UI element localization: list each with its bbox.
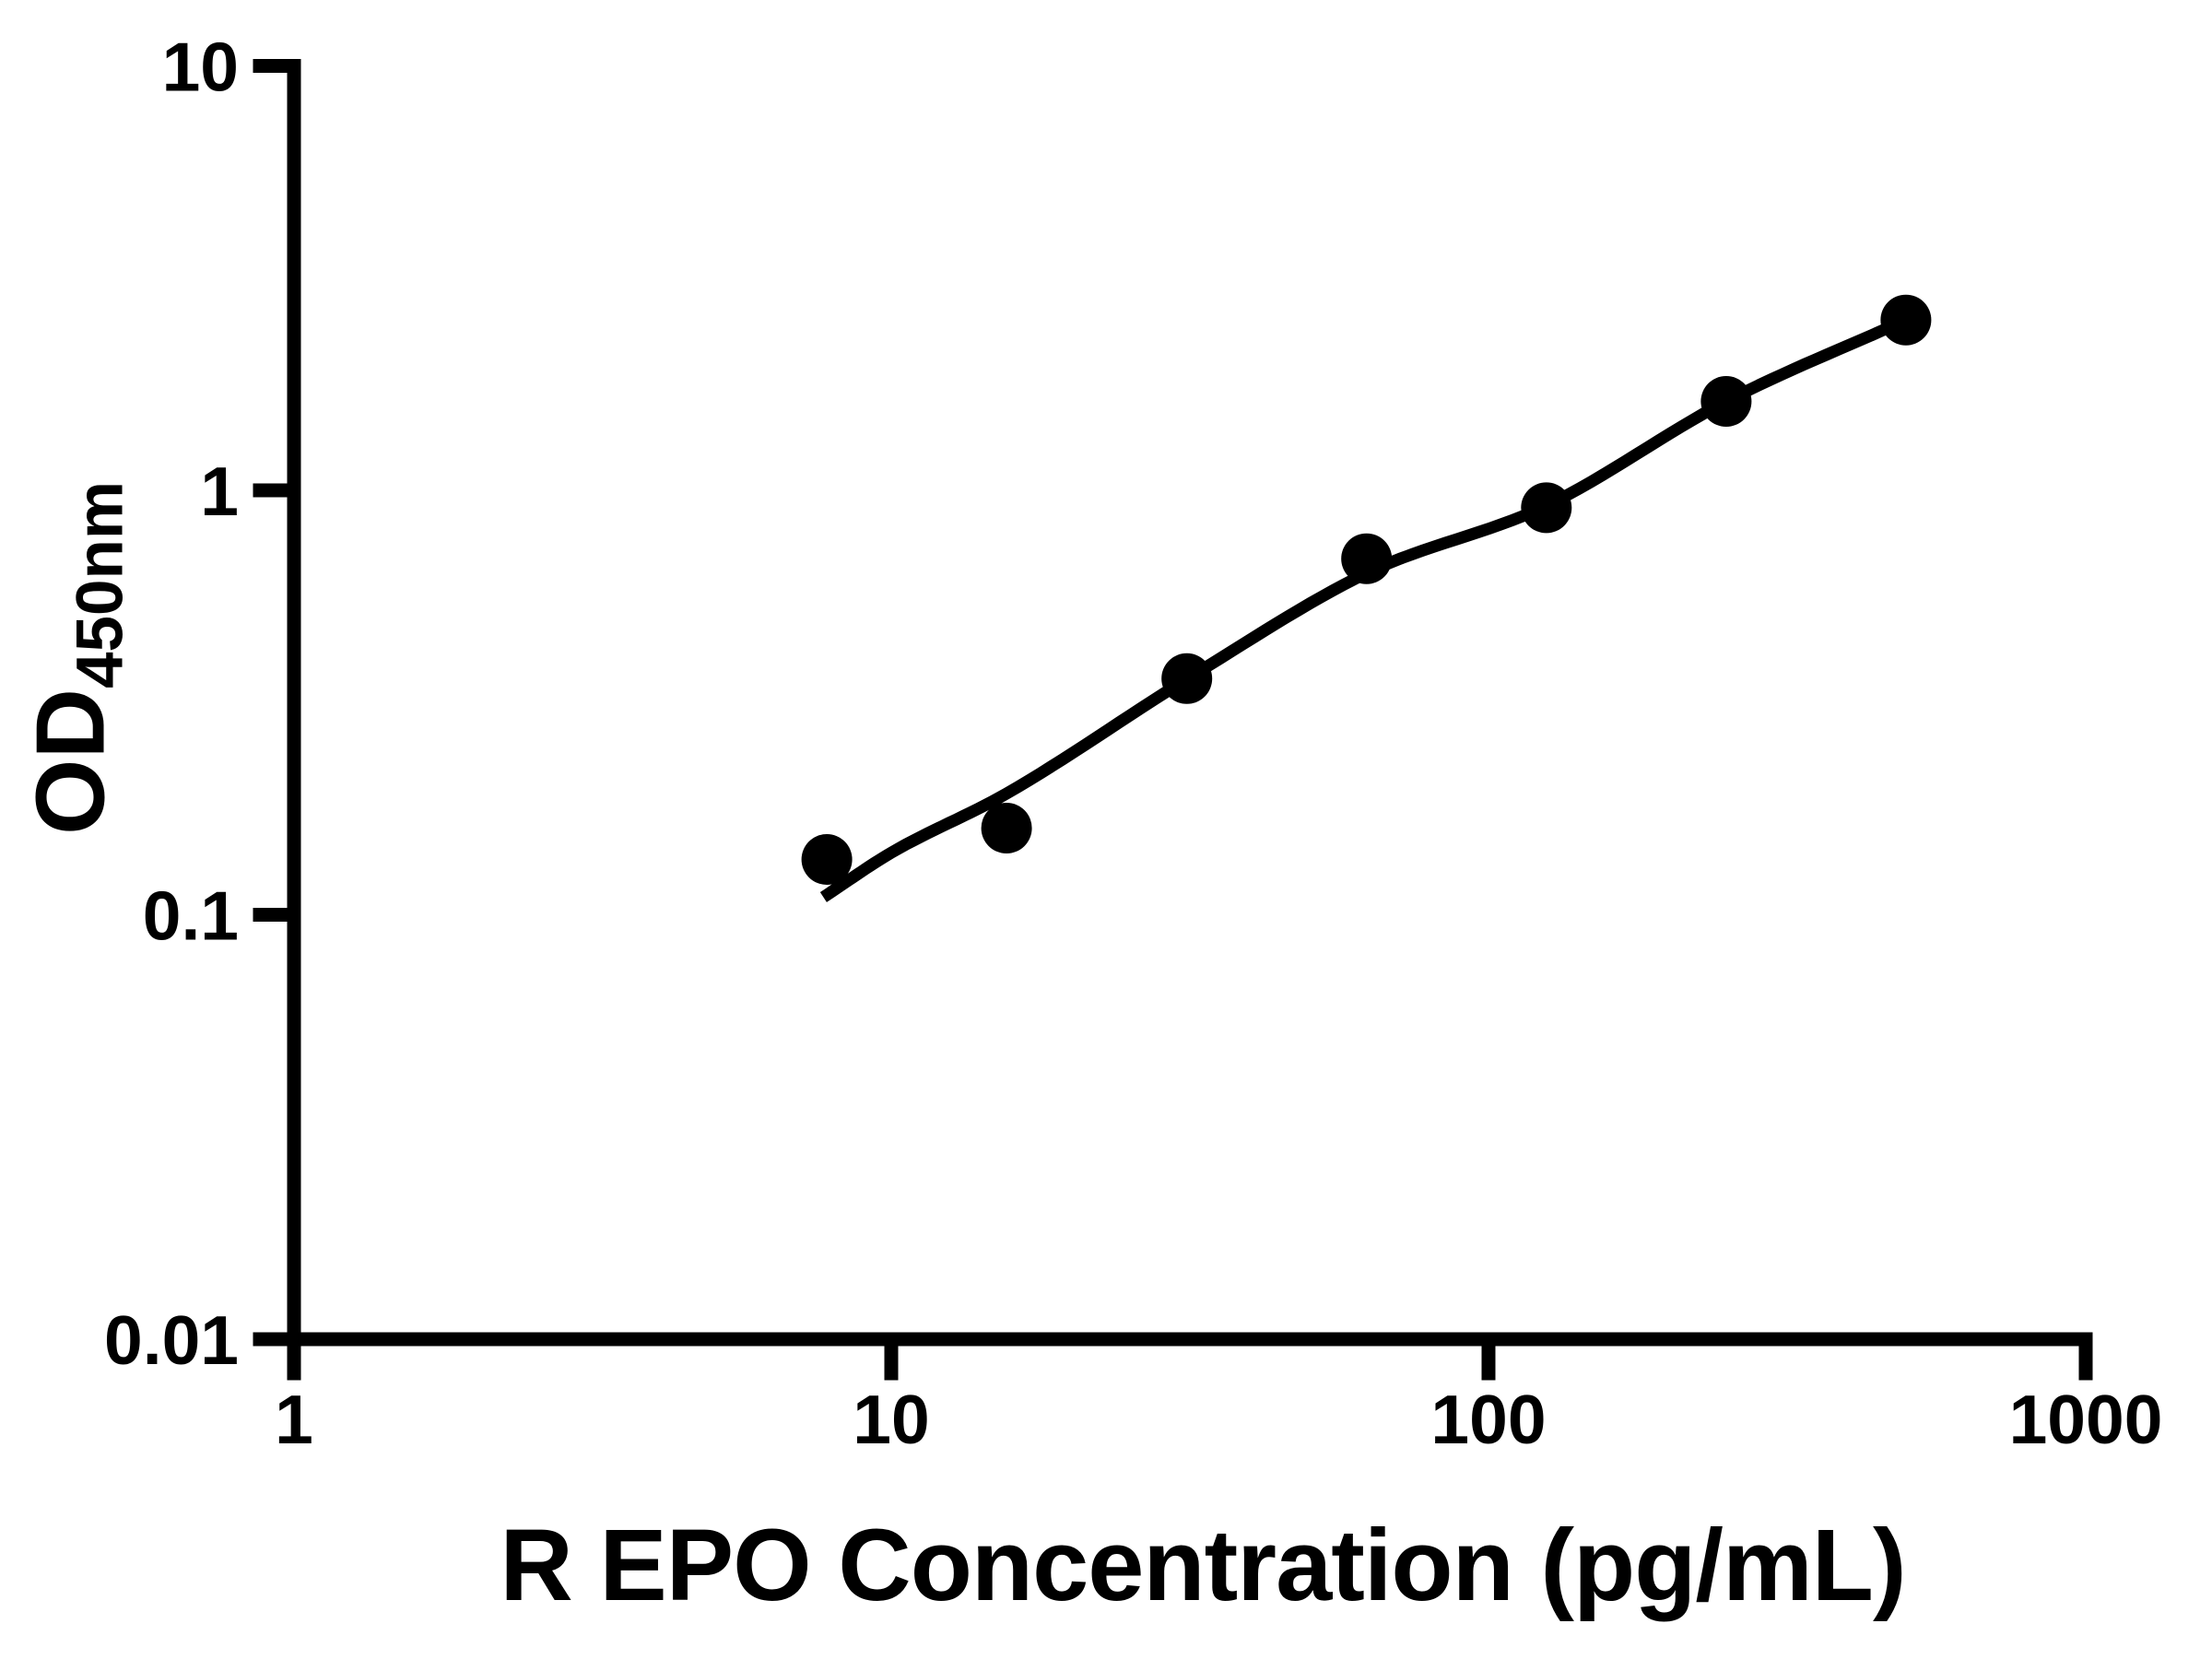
- y-tick-label: 0.01: [104, 1301, 239, 1379]
- x-tick-label: 10: [853, 1381, 929, 1458]
- x-axis-title: R EPO Concentration (pg/mL): [500, 1509, 1906, 1622]
- y-axis-title-main: OD: [16, 688, 125, 835]
- data-point: [1161, 653, 1213, 704]
- data-point: [1880, 294, 1932, 346]
- x-tick-label: 1000: [2009, 1381, 2163, 1458]
- fit-curve-line: [819, 314, 1909, 902]
- y-tick-label: 10: [162, 29, 239, 106]
- data-point: [1341, 533, 1393, 584]
- data-point: [1700, 376, 1752, 427]
- y-tick-label: 0.1: [143, 877, 239, 955]
- y-axis-title-subscript: 450nm: [64, 481, 137, 688]
- x-tick-label: 1: [275, 1381, 313, 1458]
- data-point: [981, 803, 1032, 853]
- x-tick-label: 100: [1430, 1381, 1546, 1458]
- data-point: [1521, 482, 1572, 534]
- y-tick-label: 1: [200, 453, 239, 530]
- y-axis-title: OD450nm: [17, 481, 137, 835]
- data-point: [801, 834, 853, 885]
